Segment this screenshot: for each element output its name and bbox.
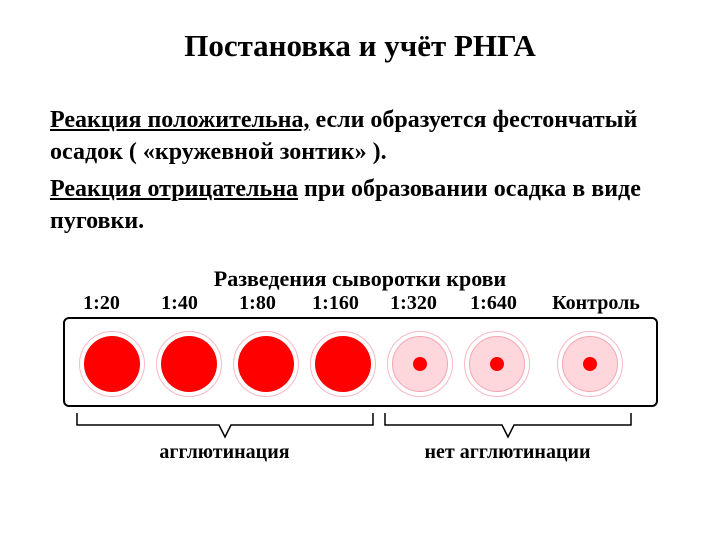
well-fill-positive	[84, 336, 140, 392]
well	[233, 331, 299, 397]
well	[464, 331, 530, 397]
dilution-label: 1:20	[63, 292, 141, 315]
diagram: Разведения сыворотки крови 1:201:401:801…	[63, 266, 658, 481]
bracket-path	[77, 413, 373, 437]
well	[310, 331, 376, 397]
dilution-label: 1:40	[141, 292, 219, 315]
well-outline	[79, 331, 145, 397]
dilution-label: 1:320	[375, 292, 453, 315]
bracket-row: агглютинация нет агглютинации	[63, 411, 658, 481]
well-button-dot	[413, 357, 427, 371]
well	[79, 331, 145, 397]
well-outline	[310, 331, 376, 397]
dilution-label: 1:640	[453, 292, 535, 315]
well-fill-positive	[238, 336, 294, 392]
well-outline	[233, 331, 299, 397]
bracket-path	[385, 413, 631, 437]
dilution-label: Контроль	[535, 292, 658, 315]
well-fill-positive	[315, 336, 371, 392]
well-outline	[464, 331, 530, 397]
positive-term: Реакция положительна,	[50, 107, 310, 133]
well-fill-positive	[161, 336, 217, 392]
well-button-dot	[583, 357, 597, 371]
body-text: Реакция положительна, если образуется фе…	[50, 104, 670, 238]
slide-title: Постановка и учёт РНГА	[50, 28, 670, 64]
negative-term: Реакция отрицательна	[50, 176, 298, 202]
well-fill-negative	[392, 336, 448, 392]
bracket-label: агглютинация	[77, 441, 373, 464]
well-button-dot	[490, 357, 504, 371]
well-fill-negative	[469, 336, 525, 392]
well-outline	[156, 331, 222, 397]
bracket-label: нет агглютинации	[385, 441, 631, 464]
well-outline	[557, 331, 623, 397]
well-outline	[387, 331, 453, 397]
well	[156, 331, 222, 397]
dilution-label: 1:80	[219, 292, 297, 315]
dilution-label: 1:160	[297, 292, 375, 315]
well-strip	[63, 317, 658, 407]
well	[557, 331, 623, 397]
diagram-header: Разведения сыворотки крови	[63, 266, 658, 292]
dilution-labels-row: 1:201:401:801:1601:3201:640Контроль	[63, 292, 658, 315]
well	[387, 331, 453, 397]
well-fill-negative	[562, 336, 618, 392]
